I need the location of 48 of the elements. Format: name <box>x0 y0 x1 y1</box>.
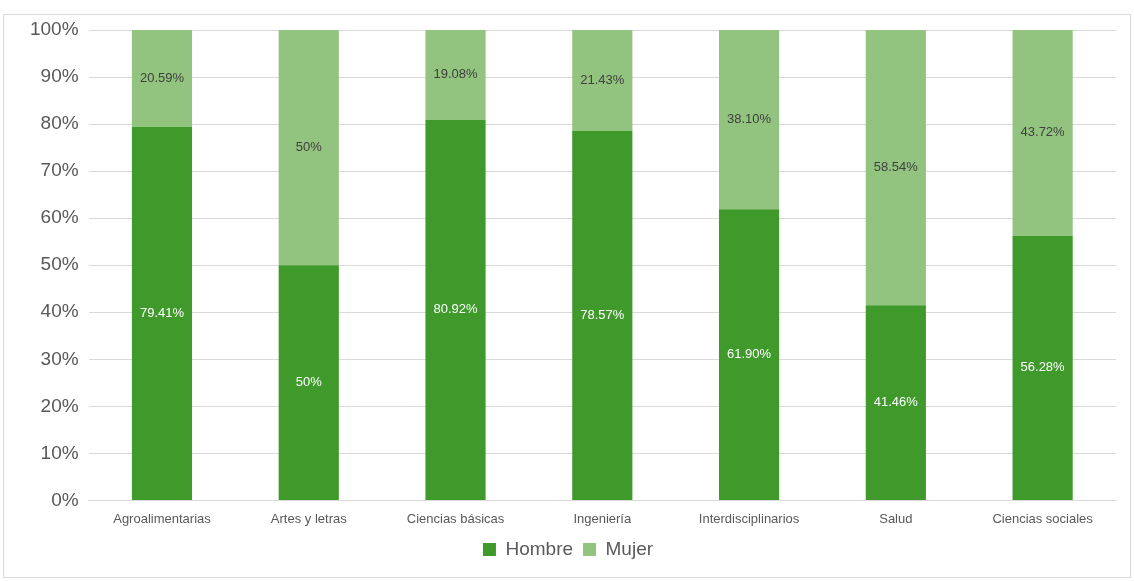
bar <box>131 30 193 127</box>
data-label: 50% <box>295 139 323 155</box>
bar <box>278 265 339 500</box>
bar <box>278 30 339 266</box>
x-tick-label: Artes y letras <box>270 510 348 526</box>
x-tick-label: Agroalimentarias <box>113 510 212 526</box>
bar <box>865 30 926 306</box>
y-tick-label: 80% <box>40 112 79 134</box>
y-tick-label: 50% <box>40 253 79 275</box>
data-label: 43.72% <box>1020 124 1066 140</box>
y-tick-label: 20% <box>40 394 79 416</box>
y-tick-label: 30% <box>40 347 79 369</box>
bar <box>572 130 633 500</box>
bar <box>1012 235 1073 500</box>
x-tick-label: Ciencias sociales <box>992 510 1094 526</box>
bar <box>718 30 780 210</box>
legend-label: Hombre <box>505 537 574 559</box>
bar <box>425 30 486 120</box>
y-tick-label: 10% <box>40 441 79 463</box>
data-label: 19.08% <box>433 66 479 82</box>
bar <box>865 305 926 500</box>
data-label: 38.10% <box>727 111 772 127</box>
x-tick-label: Interdisciplinarios <box>698 510 800 526</box>
x-tick-label: Ingeniería <box>573 510 632 526</box>
data-label: 56.28% <box>1020 359 1066 375</box>
y-tick-label: 90% <box>40 65 79 87</box>
bar <box>718 209 780 500</box>
data-label: 79.41% <box>139 304 185 320</box>
data-label: 58.54% <box>873 159 919 175</box>
data-label: 80.92% <box>433 301 479 317</box>
legend-label: Mujer <box>605 537 654 559</box>
data-label: 20.59% <box>139 70 185 86</box>
bar <box>572 30 633 131</box>
y-tick-label: 0% <box>51 488 79 510</box>
y-tick-label: 60% <box>40 206 79 228</box>
data-label: 41.46% <box>873 394 919 410</box>
y-tick-label: 70% <box>40 159 79 181</box>
data-label: 78.57% <box>580 306 625 322</box>
data-label: 61.90% <box>727 346 772 362</box>
bar <box>1012 30 1073 236</box>
data-label: 21.43% <box>580 71 625 87</box>
y-tick-label: 40% <box>40 300 79 322</box>
y-tick-label: 100% <box>29 18 79 40</box>
data-label: 50% <box>295 374 323 390</box>
x-tick-label: Salud <box>879 510 913 526</box>
bar <box>425 119 486 500</box>
bar <box>131 126 193 500</box>
x-tick-label: Ciencias básicas <box>406 510 505 526</box>
